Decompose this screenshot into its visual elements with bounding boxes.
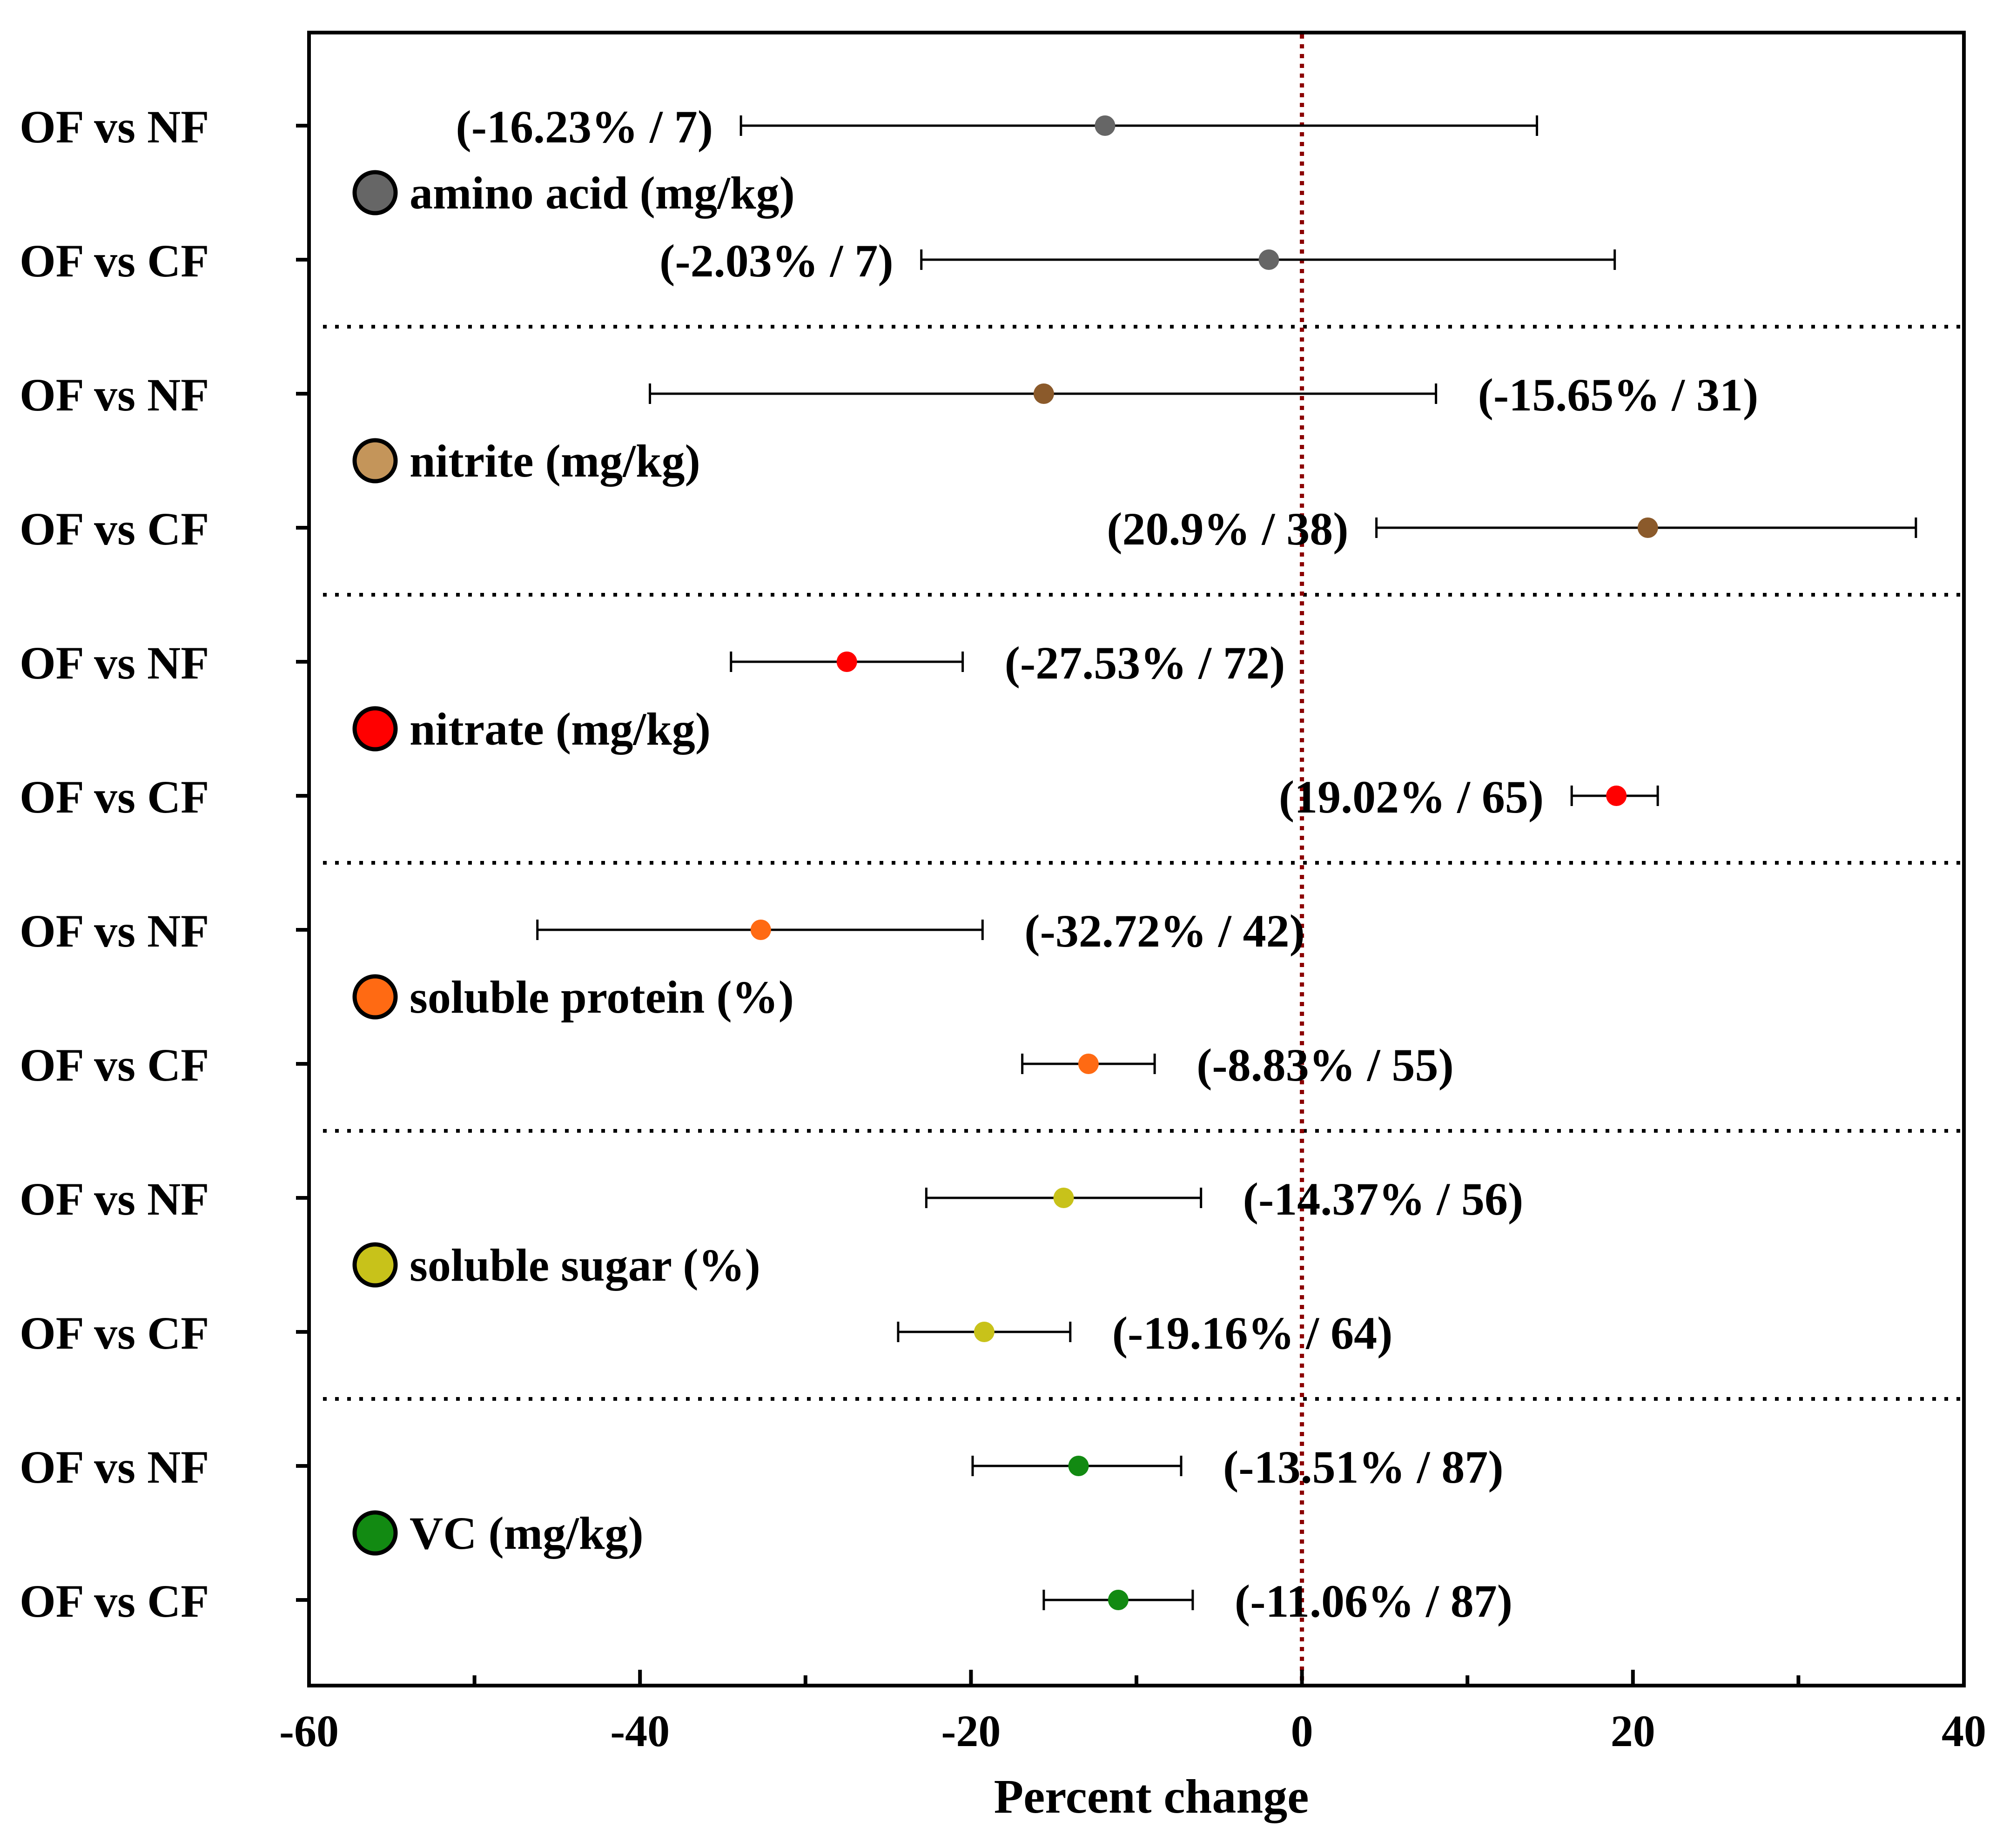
- x-tick-label: -40: [610, 1706, 670, 1756]
- x-tick-label: 20: [1611, 1706, 1655, 1756]
- point-estimate: [974, 1322, 995, 1342]
- effect-annotation: (-19.16% / 64): [1112, 1307, 1393, 1359]
- row-label: OF vs CF: [20, 771, 209, 823]
- effect-annotation: (-14.37% / 56): [1243, 1173, 1524, 1225]
- point-estimate: [1068, 1456, 1089, 1476]
- point-estimate: [1258, 249, 1279, 270]
- effect-annotation: (-16.23% / 7): [456, 101, 713, 153]
- group-label: VC (mg/kg): [410, 1507, 644, 1559]
- row-label: OF vs CF: [20, 1307, 209, 1359]
- point-estimate: [1095, 115, 1116, 136]
- group-label: soluble sugar (%): [410, 1239, 760, 1291]
- group-legends: amino acid (mg/kg) nitrite (mg/kg) nitrate…: [352, 167, 795, 1559]
- row-label: OF vs CF: [20, 503, 209, 555]
- effect-annotation: (-32.72% / 42): [1024, 905, 1305, 957]
- x-axis: -60 -40 -20 0 20 40: [279, 1670, 1986, 1756]
- point-estimate: [1637, 517, 1658, 538]
- forest-rows: OF vs NF (-16.23% / 7) OF vs CF (-2.03% / 7…: [20, 101, 1917, 1627]
- x-tick-label: -60: [279, 1706, 339, 1756]
- point-estimate: [1053, 1188, 1074, 1208]
- group-separators: [323, 325, 1964, 1401]
- point-estimate: [1606, 786, 1627, 806]
- legend-marker: [352, 706, 398, 752]
- row-label: OF vs CF: [20, 1039, 209, 1091]
- legend-marker: [352, 974, 398, 1020]
- effect-annotation: (-27.53% / 72): [1005, 637, 1285, 689]
- row-label: OF vs CF: [20, 1575, 209, 1627]
- effect-annotation: (-8.83% / 55): [1196, 1039, 1454, 1091]
- legend-marker: [352, 438, 398, 484]
- effect-annotation: (19.02% / 65): [1279, 771, 1544, 823]
- point-estimate: [750, 920, 771, 940]
- point-estimate: [1108, 1590, 1129, 1610]
- x-tick-label: 0: [1291, 1706, 1313, 1756]
- row-label: OF vs NF: [20, 1173, 209, 1225]
- legend-marker: [352, 1242, 398, 1288]
- effect-annotation: (-11.06% / 87): [1235, 1575, 1512, 1627]
- row-label: OF vs NF: [20, 1441, 209, 1493]
- legend-marker: [352, 170, 398, 215]
- effect-annotation: (-2.03% / 7): [659, 235, 894, 287]
- row-label: OF vs NF: [20, 637, 209, 689]
- x-axis-label: Percent change: [994, 1770, 1309, 1823]
- legend-marker: [352, 1510, 398, 1556]
- effect-annotation: (-13.51% / 87): [1223, 1441, 1504, 1493]
- row-label: OF vs NF: [20, 905, 209, 957]
- row-label: OF vs NF: [20, 369, 209, 421]
- row-label: OF vs NF: [20, 101, 209, 153]
- x-tick-label: -20: [941, 1706, 1001, 1756]
- point-estimate: [836, 652, 857, 672]
- point-estimate: [1033, 383, 1054, 404]
- group-label: amino acid (mg/kg): [410, 167, 795, 219]
- effect-annotation: (-15.65% / 31): [1478, 369, 1759, 421]
- row-label: OF vs CF: [20, 235, 209, 287]
- group-label: soluble protein (%): [410, 971, 794, 1023]
- point-estimate: [1078, 1054, 1099, 1074]
- group-label: nitrite (mg/kg): [410, 435, 700, 487]
- x-tick-label: 40: [1942, 1706, 1986, 1756]
- group-label: nitrate (mg/kg): [410, 703, 711, 755]
- effect-annotation: (20.9% / 38): [1107, 503, 1348, 555]
